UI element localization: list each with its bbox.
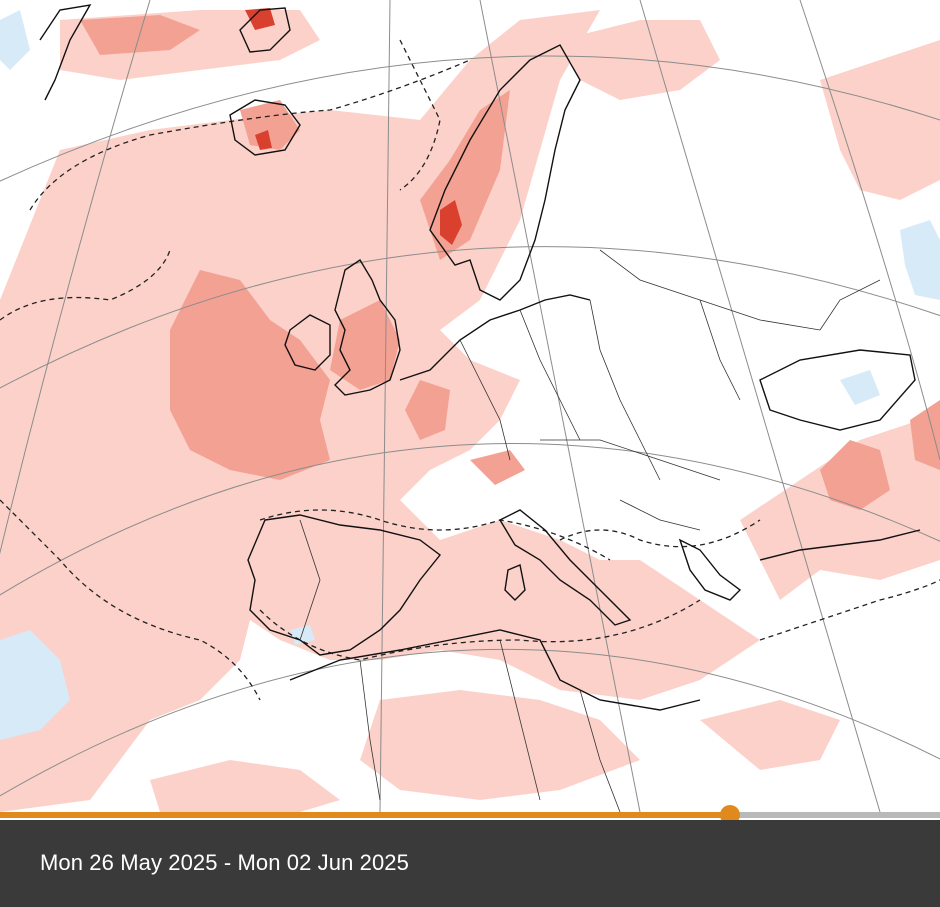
forecast-period-label: Mon 26 May 2025 - Mon 02 Jun 2025 — [40, 850, 409, 875]
warm-anomaly-strong — [245, 8, 462, 245]
coastlines — [39, 4, 921, 711]
anomaly-contours — [0, 39, 940, 701]
timeline-slider[interactable] — [0, 805, 940, 825]
map-canvas — [0, 0, 940, 812]
country-borders — [299, 249, 881, 812]
anomaly-map — [0, 0, 940, 812]
cool-anomaly — [0, 10, 940, 740]
timeline-progress — [0, 812, 730, 818]
caption-bar: Mon 26 May 2025 - Mon 02 Jun 2025 — [0, 820, 940, 907]
